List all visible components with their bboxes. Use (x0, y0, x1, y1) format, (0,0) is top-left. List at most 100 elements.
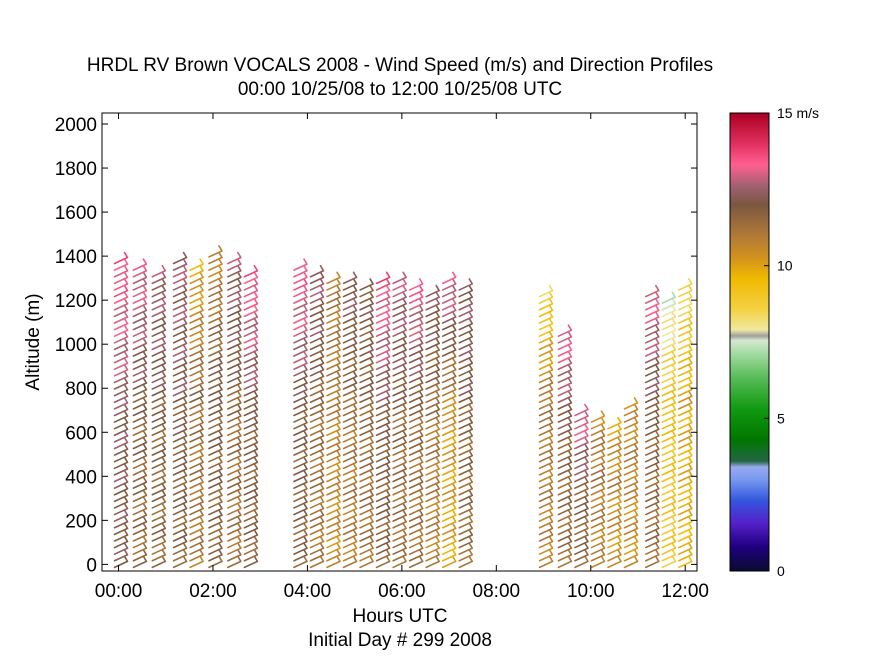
wind-barb (326, 390, 341, 404)
wind-barb (408, 548, 424, 562)
wind-barb (132, 430, 148, 443)
wind-barb (392, 330, 407, 344)
wind-barb (408, 410, 424, 423)
wind-barb (189, 509, 204, 522)
wind-barb (151, 522, 167, 536)
wind-barb (309, 284, 325, 298)
wind-barb (574, 502, 589, 516)
wind-barb (208, 403, 223, 417)
wind-barb (342, 330, 358, 344)
wind-barb (458, 350, 474, 364)
wind-barb (227, 489, 242, 503)
wind-barb (293, 423, 308, 437)
wind-barb (392, 522, 407, 536)
wind-barb (678, 469, 693, 483)
x-tick-label: 00:00 (95, 581, 143, 602)
wind-barb (538, 489, 554, 503)
wind-barb (132, 330, 148, 344)
wind-barb (458, 449, 474, 463)
wind-barb (208, 548, 223, 562)
wind-barb (678, 350, 693, 364)
wind-barb (678, 423, 693, 437)
wind-barb (607, 489, 622, 503)
wind-barb (172, 482, 188, 496)
wind-barb (408, 357, 424, 371)
wind-barb (557, 436, 573, 450)
wind-barb (392, 496, 407, 509)
wind-barb (458, 390, 474, 404)
wind-barb (151, 324, 167, 337)
wind-barb (392, 377, 407, 390)
wind-barb (623, 509, 639, 522)
wind-barb (661, 436, 677, 450)
wind-barb (342, 430, 358, 443)
wind-barb (458, 364, 474, 377)
wind-barb (326, 449, 341, 463)
wind-barb (227, 330, 242, 344)
wind-barb (644, 284, 660, 298)
wind-barb (151, 463, 167, 476)
wind-barb (227, 469, 242, 483)
wind-barb (425, 555, 440, 569)
wind-profile (661, 291, 677, 569)
wind-profile (113, 251, 129, 569)
wind-barb (227, 548, 242, 562)
wind-barb (678, 416, 693, 430)
wind-barb (151, 330, 167, 344)
wind-barb (342, 397, 358, 410)
wind-barb (208, 330, 223, 344)
wind-barb (113, 496, 129, 509)
wind-barb (309, 416, 325, 430)
wind-barb (644, 291, 660, 304)
wind-barb (538, 542, 554, 555)
chart-subtitle: 00:00 10/25/08 to 12:00 10/25/08 UTC (238, 79, 562, 100)
wind-barb (607, 436, 622, 450)
wind-barb (113, 443, 129, 456)
wind-barb (309, 291, 325, 304)
wind-barb (458, 469, 474, 483)
wind-barb (644, 330, 660, 344)
wind-barb (342, 489, 358, 503)
wind-barb (189, 324, 204, 337)
wind-barb (113, 251, 129, 265)
wind-barb (678, 436, 693, 450)
wind-barb (661, 350, 677, 364)
wind-barb (132, 502, 148, 516)
wind-barb (359, 410, 374, 423)
wind-barb (538, 469, 554, 483)
wind-barb (408, 311, 424, 324)
wind-barb (227, 284, 242, 298)
wind-barb (293, 476, 308, 489)
wind-barb (151, 390, 167, 404)
wind-barb (132, 423, 148, 437)
wind-barb (151, 271, 167, 285)
wind-barb (309, 330, 325, 344)
wind-barb (661, 410, 677, 423)
wind-barb (151, 383, 167, 397)
wind-barb (408, 350, 424, 364)
wind-barb (678, 555, 693, 569)
wind-barb (392, 443, 407, 456)
wind-barb (113, 397, 129, 410)
wind-barb (359, 297, 374, 311)
wind-barb (678, 403, 693, 417)
wind-barb (293, 278, 308, 291)
wind-barb (227, 522, 242, 536)
wind-barb (227, 251, 242, 265)
wind-barb (227, 377, 242, 390)
wind-barb (113, 297, 129, 311)
wind-barb (132, 482, 148, 496)
wind-barb (392, 370, 407, 384)
wind-profile (151, 264, 167, 569)
wind-barb (425, 370, 440, 384)
wind-barb (538, 482, 554, 496)
wind-barb (458, 515, 474, 529)
wind-barb (590, 469, 606, 483)
wind-barb (623, 476, 639, 489)
wind-barb (458, 529, 474, 542)
wind-barb (574, 423, 589, 437)
wind-barb (359, 522, 374, 536)
wind-barb (408, 324, 424, 337)
wind-barb (342, 496, 358, 509)
wind-barb (359, 377, 374, 390)
